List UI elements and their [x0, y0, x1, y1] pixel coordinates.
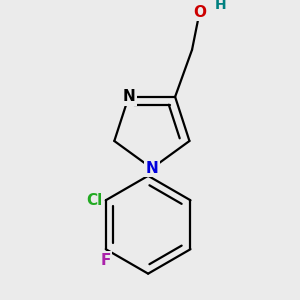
Text: N: N: [122, 89, 135, 104]
Text: O: O: [193, 4, 206, 20]
Text: F: F: [100, 253, 111, 268]
Text: H: H: [214, 0, 226, 12]
Text: N: N: [146, 161, 158, 176]
Text: Cl: Cl: [86, 193, 103, 208]
